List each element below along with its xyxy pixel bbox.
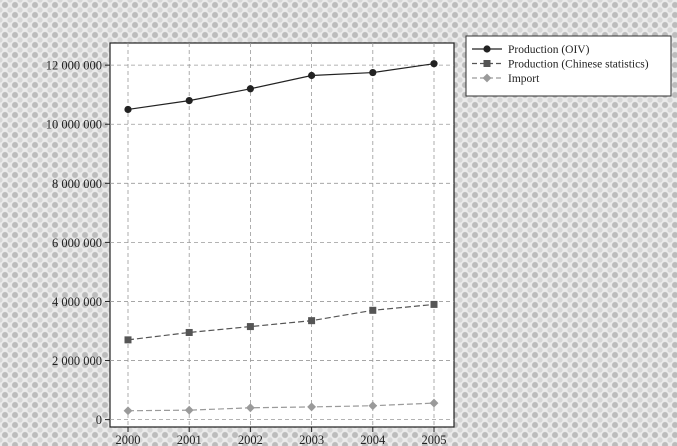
legend-label: Production (Chinese statistics) — [508, 59, 649, 71]
data-point — [308, 71, 316, 80]
series-line — [127, 63, 435, 111]
legend-marker — [483, 45, 491, 53]
data-point — [185, 97, 193, 105]
grid-lines — [110, 43, 454, 427]
data-point — [246, 403, 255, 413]
data-point — [246, 323, 254, 331]
data-point — [184, 405, 194, 415]
data-point — [307, 402, 316, 412]
legend-box — [465, 35, 672, 97]
data-point — [123, 406, 133, 416]
legend: Production (OIV) Production (Chinese stat… — [465, 35, 672, 97]
data-point — [185, 328, 193, 336]
data-point — [308, 317, 316, 325]
x-tick-label: 2002 — [238, 433, 263, 446]
data-point — [369, 68, 377, 77]
legend-item: Import — [472, 73, 540, 85]
legend-item: Production (OIV) — [472, 44, 590, 56]
data-point — [369, 306, 377, 314]
data-point — [124, 336, 132, 344]
data-point — [430, 60, 438, 68]
x-tick-label: 2004 — [360, 433, 386, 446]
data-point — [430, 300, 438, 308]
x-tick-label: 2001 — [177, 433, 202, 446]
series-line — [127, 303, 435, 341]
series-line — [127, 402, 435, 412]
legend-item: Production (Chinese statistics) — [472, 59, 649, 71]
series-1 — [124, 300, 438, 344]
y-tick-label: 2 000 000 — [52, 354, 102, 368]
legend-marker — [483, 60, 491, 67]
legend-marker — [482, 73, 492, 83]
legend-label: Import — [508, 73, 540, 85]
series-0 — [124, 60, 438, 114]
plot-area — [109, 42, 455, 428]
data-point — [124, 105, 132, 114]
x-tick-label: 2005 — [422, 433, 447, 446]
data-point — [246, 85, 254, 93]
legend-items: Production (OIV) Production (Chinese stat… — [472, 44, 649, 85]
x-axis: 2000 2001 2002 2003 2004 2005 — [116, 427, 447, 446]
data-point — [368, 401, 378, 411]
y-tick-label: 4 000 000 — [52, 295, 102, 309]
legend-label: Production (OIV) — [508, 44, 590, 56]
y-tick-label: 6 000 000 — [52, 236, 102, 250]
series-layer — [123, 60, 439, 416]
series-2 — [123, 398, 439, 416]
y-tick-label: 12 000 000 — [46, 59, 102, 73]
y-axis: 0 2 000 000 4 000 000 6 000 000 8 000 000 10 … — [46, 59, 110, 427]
data-point — [429, 398, 439, 408]
x-tick-label: 2000 — [116, 433, 141, 446]
y-tick-label: 0 — [96, 413, 102, 427]
y-tick-label: 10 000 000 — [46, 118, 102, 132]
y-tick-label: 8 000 000 — [52, 177, 102, 191]
x-tick-label: 2003 — [299, 433, 324, 446]
